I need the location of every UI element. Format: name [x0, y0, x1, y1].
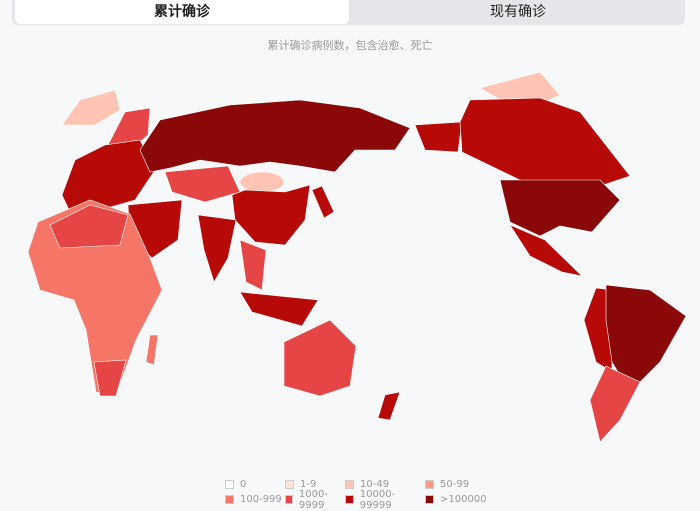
- kazakhstan: [164, 165, 241, 203]
- new-zealand: [377, 391, 401, 421]
- page: 累计确诊 现有确诊 累计确诊病例数，包含治愈、死亡 0 1-9 10-49 50-99…: [12, 0, 687, 511]
- indonesia: [239, 291, 319, 327]
- japan: [311, 185, 335, 219]
- mongolia: [239, 171, 285, 193]
- tab-bar: 累计确诊 现有确诊: [12, 0, 685, 25]
- australia: [283, 319, 357, 397]
- madagascar: [145, 334, 159, 366]
- central-america: [509, 224, 583, 277]
- china: [231, 184, 311, 246]
- legend: 0 1-9 10-49 50-99 100-999 1000-9999 10000-9999…: [225, 477, 495, 511]
- legend-item[interactable]: 50-99: [425, 477, 495, 492]
- legend-label: 1-9: [300, 479, 317, 490]
- legend-item[interactable]: 1-9: [285, 477, 345, 492]
- world-map: [27, 71, 687, 443]
- canada: [459, 97, 631, 187]
- legend-swatch: [425, 480, 434, 489]
- legend-item[interactable]: 0: [225, 477, 285, 492]
- greenland-west: [61, 89, 121, 126]
- brazil: [605, 284, 687, 393]
- legend-item[interactable]: 10-49: [345, 477, 425, 492]
- tab[interactable]: 现有确诊: [490, 4, 546, 20]
- subtitle: 累计确诊病例数，包含治愈、死亡: [267, 39, 433, 52]
- usa: [499, 179, 621, 237]
- russia: [139, 99, 411, 173]
- legend-swatch: [225, 480, 234, 489]
- legend-label: 10-49: [360, 479, 390, 490]
- africa-north: [49, 204, 129, 249]
- south-america-south: [589, 365, 641, 443]
- africa-south: [93, 359, 127, 397]
- tab[interactable]: 累计确诊: [15, 0, 349, 24]
- se-asia: [239, 239, 267, 291]
- alaska: [414, 121, 463, 153]
- legend-swatch: [345, 480, 354, 489]
- legend-label: 50-99: [440, 479, 470, 490]
- india: [197, 214, 237, 283]
- legend-swatch: [285, 480, 294, 489]
- legend-label: 0: [240, 479, 247, 490]
